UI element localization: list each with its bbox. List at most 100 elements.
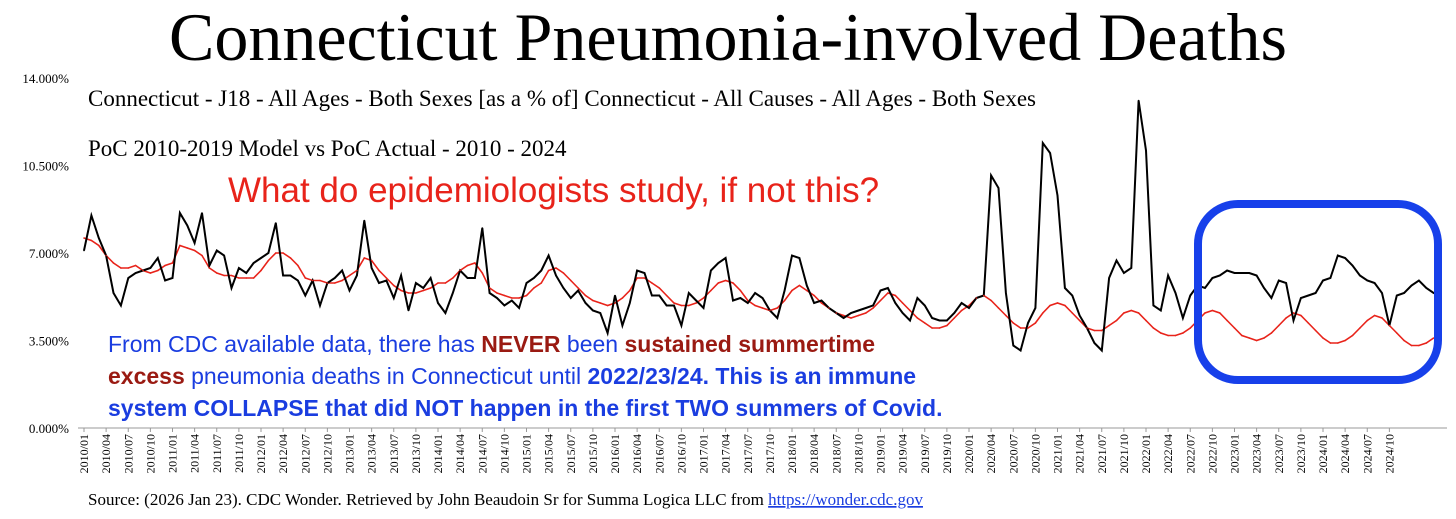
actual-point xyxy=(872,304,874,307)
actual-point xyxy=(157,257,159,259)
model-point xyxy=(533,287,535,289)
actual-point xyxy=(415,282,417,284)
actual-point xyxy=(1285,282,1287,284)
model-point xyxy=(916,317,919,319)
model-point xyxy=(1322,337,1324,339)
actual-point xyxy=(562,287,565,289)
x-tick-label: 2023/01 xyxy=(1228,434,1242,473)
model-point xyxy=(179,244,181,247)
x-tick-label: 2013/04 xyxy=(365,434,379,473)
annotation-line-2: excess pneumonia deaths in Connecticut u… xyxy=(108,363,916,389)
model-point xyxy=(776,307,779,309)
model-point xyxy=(223,274,225,277)
annotation-segment: sustained summertime xyxy=(624,331,875,357)
model-point xyxy=(813,294,815,297)
x-tick-label: 2022/07 xyxy=(1183,434,1197,473)
actual-point xyxy=(1432,292,1435,294)
actual-point xyxy=(717,262,720,264)
actual-point xyxy=(407,309,410,312)
model-point xyxy=(924,322,926,324)
model-point xyxy=(761,307,764,309)
series-model-line xyxy=(83,237,1435,347)
source-link[interactable]: https://wonder.cdc.gov xyxy=(768,490,923,509)
model-point xyxy=(1359,327,1361,329)
actual-point xyxy=(186,224,189,227)
model-point xyxy=(592,299,594,302)
actual-point xyxy=(1005,292,1007,294)
model-point xyxy=(348,274,351,277)
actual-point xyxy=(894,302,897,304)
actual-point xyxy=(570,297,572,299)
model-point xyxy=(1219,312,1221,314)
actual-point xyxy=(1381,292,1383,294)
x-tick-label: 2020/07 xyxy=(1006,434,1020,473)
model-point xyxy=(658,287,661,289)
x-tick-label: 2024/01 xyxy=(1316,434,1330,473)
annotation-segment: been xyxy=(561,331,625,357)
actual-point xyxy=(865,307,867,309)
actual-point xyxy=(1270,297,1273,299)
x-tick-label: 2019/10 xyxy=(940,434,954,473)
actual-point xyxy=(1337,254,1339,257)
actual-point xyxy=(1167,274,1169,277)
actual-point xyxy=(319,304,321,307)
model-point xyxy=(1115,319,1118,322)
annotation-line-1: From CDC available data, there has NEVER… xyxy=(108,331,875,357)
model-point xyxy=(1270,332,1273,334)
model-point xyxy=(783,299,786,302)
x-tick-label: 2010/07 xyxy=(121,434,135,473)
model-point xyxy=(1285,317,1287,319)
annotation-segment: system COLLAPSE that did NOT happen in t… xyxy=(108,395,942,421)
model-point xyxy=(393,284,395,287)
x-tick-label: 2017/07 xyxy=(741,434,755,473)
model-point xyxy=(334,282,336,284)
model-point xyxy=(1167,334,1169,337)
model-point xyxy=(1241,334,1243,337)
actual-point xyxy=(1019,349,1022,352)
model-point xyxy=(356,269,358,272)
model-point xyxy=(1226,319,1228,322)
actual-point xyxy=(1174,292,1177,294)
model-point xyxy=(1314,329,1317,332)
actual-point xyxy=(533,277,535,279)
actual-point xyxy=(702,307,705,309)
actual-point xyxy=(931,317,933,319)
annotation-line-3: system COLLAPSE that did NOT happen in t… xyxy=(108,395,942,421)
model-point xyxy=(968,304,970,307)
x-tick-label: 2023/07 xyxy=(1272,434,1286,473)
model-point xyxy=(887,292,889,294)
actual-point xyxy=(732,299,734,302)
actual-point xyxy=(363,219,366,222)
model-point xyxy=(629,289,631,292)
model-point xyxy=(319,279,321,282)
actual-point xyxy=(990,174,992,177)
model-point xyxy=(511,297,513,299)
actual-point xyxy=(1012,344,1015,347)
model-point xyxy=(997,307,1000,309)
actual-point xyxy=(1056,194,1059,197)
actual-point xyxy=(297,279,299,282)
model-point xyxy=(850,317,852,319)
model-point xyxy=(98,244,100,247)
model-point xyxy=(806,289,808,292)
actual-point xyxy=(688,292,690,294)
model-point xyxy=(518,297,520,299)
actual-point xyxy=(334,277,336,279)
model-point xyxy=(400,289,402,292)
actual-point xyxy=(466,277,469,279)
actual-point xyxy=(577,289,579,292)
actual-point xyxy=(724,257,727,259)
actual-point xyxy=(1152,304,1155,307)
model-point xyxy=(1019,327,1022,329)
actual-point xyxy=(938,319,941,322)
actual-point xyxy=(127,277,130,279)
model-point xyxy=(83,237,85,239)
model-point xyxy=(680,304,683,307)
actual-point xyxy=(1211,277,1214,279)
model-point xyxy=(636,277,638,279)
model-point xyxy=(208,267,211,269)
model-point xyxy=(621,297,624,299)
x-tick-label: 2017/10 xyxy=(763,434,777,473)
actual-point xyxy=(289,274,292,277)
model-point xyxy=(1108,324,1110,327)
